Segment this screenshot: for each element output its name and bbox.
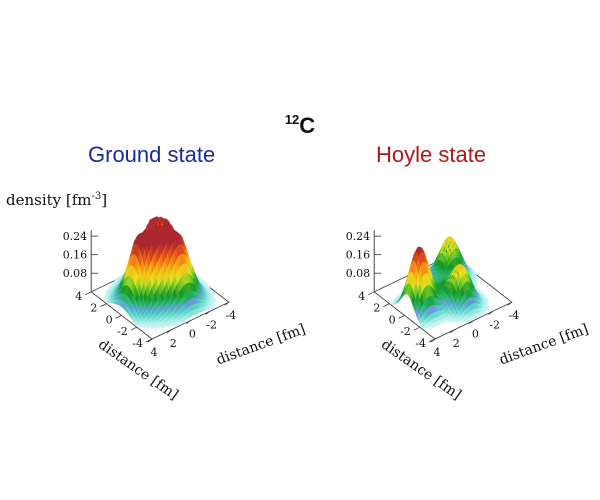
left-tick-label: 4 <box>358 290 365 303</box>
surface-cell <box>484 298 490 302</box>
surface-cell <box>474 278 480 282</box>
surface-cell <box>473 272 479 276</box>
front-tick-label: -4 <box>508 309 519 322</box>
front-tick-label: 2 <box>170 337 177 350</box>
surface-cell <box>474 276 480 280</box>
surface-cell <box>211 298 218 302</box>
front-tick-label: 0 <box>189 328 196 341</box>
y-tick-mark <box>449 329 455 334</box>
front-axis-title: distance [fm] <box>497 321 590 368</box>
left-tick-label: -2 <box>117 325 128 338</box>
left-tick-mark <box>85 291 92 296</box>
left-tick-label: -4 <box>415 337 426 350</box>
y-tick-mark <box>469 320 474 324</box>
left-tick-label: 2 <box>90 302 97 315</box>
front-tick-label: -2 <box>206 318 217 331</box>
y-tick-mark <box>205 311 210 315</box>
ground-state-title: Ground state <box>88 142 216 167</box>
front-tick-label: 4 <box>151 346 158 359</box>
front-axis-title: distance [fm] <box>214 321 307 368</box>
left-tick-mark <box>398 315 405 319</box>
surface-cell <box>211 302 217 307</box>
y-tick-mark <box>224 301 230 306</box>
front-tick-label: 4 <box>434 346 441 359</box>
hoyle-state-title: Hoyle state <box>376 142 487 167</box>
figure-title: 12C <box>284 112 316 138</box>
left-tick-mark <box>383 303 390 307</box>
left-tick-label: 0 <box>106 313 113 326</box>
surface-cell <box>482 310 488 315</box>
y-tick-mark <box>166 329 172 334</box>
front-tick-label: -4 <box>225 309 236 322</box>
surface-cell <box>211 292 217 295</box>
front-tick-label: 0 <box>472 328 479 341</box>
z-tick-label: 0.16 <box>63 249 88 262</box>
z-tick-label: 0.24 <box>346 230 371 243</box>
left-tick-mark <box>428 338 436 343</box>
z-tick-label: 0.24 <box>63 230 88 243</box>
surface-cell <box>485 304 491 309</box>
y-tick-mark <box>507 301 513 306</box>
left-tick-mark <box>100 303 107 307</box>
left-tick-mark <box>368 291 375 296</box>
left-tick-label: 2 <box>373 302 380 315</box>
left-tick-label: 0 <box>389 313 396 326</box>
left-tick-label: 4 <box>75 290 82 303</box>
surface-cell <box>210 294 216 297</box>
left-tick-mark <box>130 326 137 331</box>
left-tick-mark <box>115 315 122 319</box>
left-tick-label: -2 <box>400 325 411 338</box>
left-tick-mark <box>145 338 153 343</box>
front-tick-label: -2 <box>489 318 500 331</box>
y-tick-mark <box>488 311 493 315</box>
z-tick-label: 0.08 <box>63 267 88 280</box>
density-axis-label: density [fm-3] <box>6 191 108 209</box>
surface-cell <box>473 281 479 285</box>
surface-cell <box>485 307 491 311</box>
left-tick-label: -4 <box>132 337 143 350</box>
surface-cell <box>484 300 490 304</box>
z-tick-label: 0.08 <box>346 267 371 280</box>
surface-cell <box>206 285 212 288</box>
surface-cell <box>211 300 217 304</box>
front-tick-label: 2 <box>453 337 460 350</box>
surface-cell <box>210 305 216 309</box>
z-tick-label: 0.16 <box>346 249 371 262</box>
surface-cell <box>481 293 487 297</box>
left-tick-mark <box>413 326 420 331</box>
surface-cell <box>473 283 479 287</box>
y-tick-mark <box>186 320 191 324</box>
